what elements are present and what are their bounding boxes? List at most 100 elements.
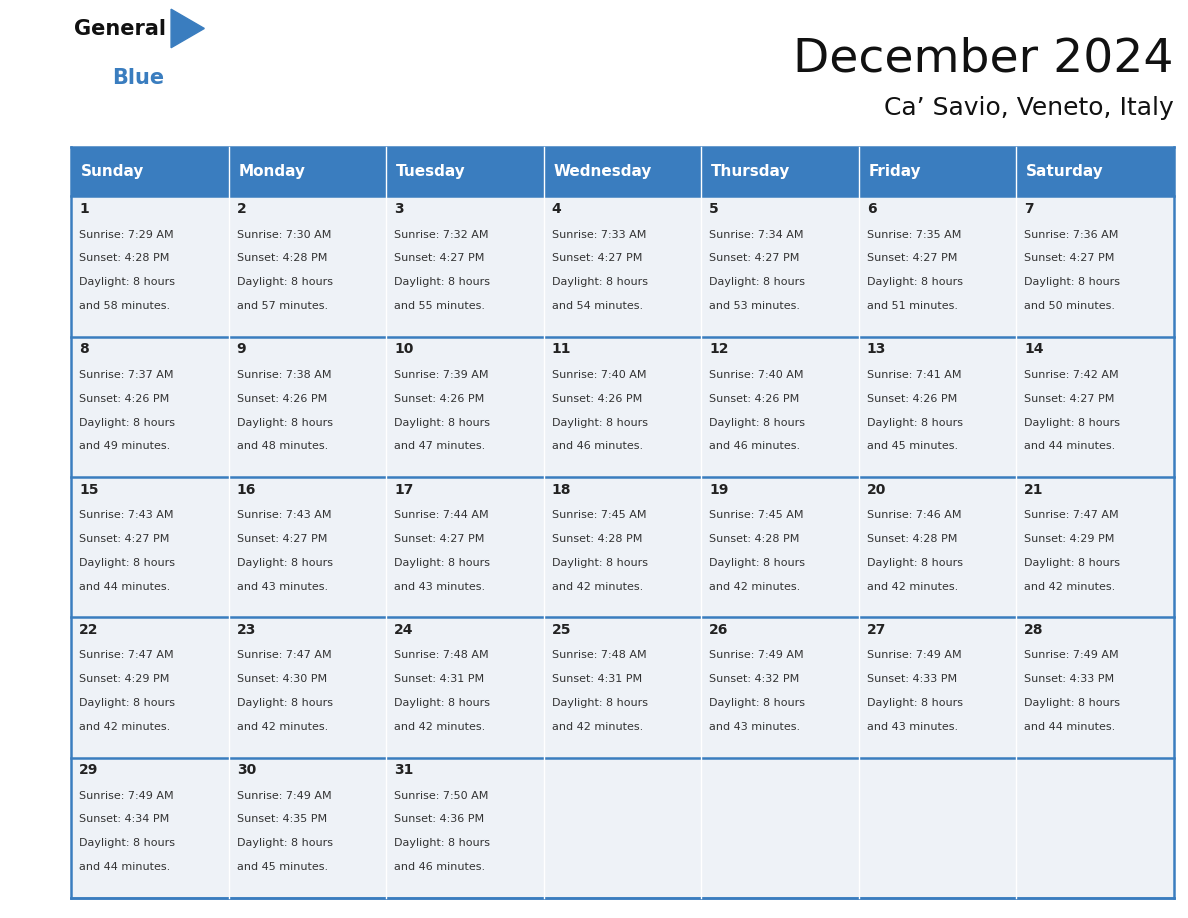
Text: Sunrise: 7:40 AM: Sunrise: 7:40 AM <box>551 370 646 380</box>
Text: and 46 minutes.: and 46 minutes. <box>394 862 485 872</box>
Text: 15: 15 <box>80 483 99 497</box>
Text: Sunset: 4:26 PM: Sunset: 4:26 PM <box>551 394 642 404</box>
Bar <box>1016 337 1174 477</box>
Bar <box>229 757 386 898</box>
Text: 22: 22 <box>80 622 99 637</box>
Bar <box>229 147 386 196</box>
Text: Daylight: 8 hours: Daylight: 8 hours <box>236 558 333 567</box>
Text: Sunrise: 7:40 AM: Sunrise: 7:40 AM <box>709 370 803 380</box>
Text: Daylight: 8 hours: Daylight: 8 hours <box>80 418 175 428</box>
Bar <box>859 757 1016 898</box>
Text: Daylight: 8 hours: Daylight: 8 hours <box>394 277 491 287</box>
Text: Daylight: 8 hours: Daylight: 8 hours <box>709 277 805 287</box>
Text: Ca’ Savio, Veneto, Italy: Ca’ Savio, Veneto, Italy <box>884 96 1174 120</box>
Text: Wednesday: Wednesday <box>554 164 651 179</box>
Text: Daylight: 8 hours: Daylight: 8 hours <box>866 277 962 287</box>
Text: Sunset: 4:26 PM: Sunset: 4:26 PM <box>80 394 170 404</box>
Bar <box>71 757 229 898</box>
Text: and 49 minutes.: and 49 minutes. <box>80 442 170 452</box>
Text: and 48 minutes.: and 48 minutes. <box>236 442 328 452</box>
Text: Daylight: 8 hours: Daylight: 8 hours <box>866 698 962 708</box>
Bar <box>859 147 1016 196</box>
Text: Sunset: 4:32 PM: Sunset: 4:32 PM <box>709 674 800 684</box>
Text: 11: 11 <box>551 342 571 356</box>
Text: and 54 minutes.: and 54 minutes. <box>551 301 643 311</box>
Bar <box>71 196 229 337</box>
Bar <box>229 337 386 477</box>
Text: and 44 minutes.: and 44 minutes. <box>80 862 170 872</box>
Text: Sunset: 4:27 PM: Sunset: 4:27 PM <box>709 253 800 263</box>
Text: 3: 3 <box>394 202 404 216</box>
Bar <box>71 617 229 757</box>
Bar <box>71 477 229 617</box>
Text: Daylight: 8 hours: Daylight: 8 hours <box>866 558 962 567</box>
Text: Sunrise: 7:49 AM: Sunrise: 7:49 AM <box>236 790 331 800</box>
Bar <box>386 147 544 196</box>
Text: Sunset: 4:28 PM: Sunset: 4:28 PM <box>236 253 327 263</box>
Bar <box>544 337 701 477</box>
Text: Sunrise: 7:29 AM: Sunrise: 7:29 AM <box>80 230 173 240</box>
Text: Sunset: 4:28 PM: Sunset: 4:28 PM <box>80 253 170 263</box>
Bar <box>701 196 859 337</box>
Text: 2: 2 <box>236 202 246 216</box>
Text: Sunrise: 7:42 AM: Sunrise: 7:42 AM <box>1024 370 1119 380</box>
Bar <box>229 477 386 617</box>
Text: and 58 minutes.: and 58 minutes. <box>80 301 170 311</box>
Text: Sunset: 4:29 PM: Sunset: 4:29 PM <box>1024 534 1114 543</box>
Bar <box>701 617 859 757</box>
Bar <box>544 477 701 617</box>
Bar <box>1016 147 1174 196</box>
Bar <box>71 337 229 477</box>
Text: Daylight: 8 hours: Daylight: 8 hours <box>394 418 491 428</box>
Text: and 44 minutes.: and 44 minutes. <box>80 582 170 591</box>
Text: Sunrise: 7:45 AM: Sunrise: 7:45 AM <box>551 510 646 520</box>
Text: 21: 21 <box>1024 483 1043 497</box>
Text: 27: 27 <box>866 622 886 637</box>
Text: Sunrise: 7:41 AM: Sunrise: 7:41 AM <box>866 370 961 380</box>
Text: Sunset: 4:33 PM: Sunset: 4:33 PM <box>866 674 956 684</box>
Text: 30: 30 <box>236 763 255 777</box>
Text: and 42 minutes.: and 42 minutes. <box>80 722 170 732</box>
Text: Sunrise: 7:49 AM: Sunrise: 7:49 AM <box>709 650 804 660</box>
Bar <box>386 757 544 898</box>
Text: and 55 minutes.: and 55 minutes. <box>394 301 485 311</box>
Text: Sunrise: 7:37 AM: Sunrise: 7:37 AM <box>80 370 173 380</box>
Text: Daylight: 8 hours: Daylight: 8 hours <box>866 418 962 428</box>
Text: 16: 16 <box>236 483 257 497</box>
Text: and 57 minutes.: and 57 minutes. <box>236 301 328 311</box>
Text: and 46 minutes.: and 46 minutes. <box>551 442 643 452</box>
Text: Sunrise: 7:48 AM: Sunrise: 7:48 AM <box>394 650 488 660</box>
Bar <box>386 617 544 757</box>
Bar <box>544 147 701 196</box>
Bar <box>859 477 1016 617</box>
Bar <box>859 337 1016 477</box>
Text: Daylight: 8 hours: Daylight: 8 hours <box>551 558 647 567</box>
Text: 4: 4 <box>551 202 562 216</box>
Text: Sunrise: 7:36 AM: Sunrise: 7:36 AM <box>1024 230 1118 240</box>
Text: Daylight: 8 hours: Daylight: 8 hours <box>80 698 175 708</box>
Text: Sunrise: 7:33 AM: Sunrise: 7:33 AM <box>551 230 646 240</box>
Text: Sunset: 4:27 PM: Sunset: 4:27 PM <box>394 253 485 263</box>
Text: 24: 24 <box>394 622 413 637</box>
Text: and 51 minutes.: and 51 minutes. <box>866 301 958 311</box>
Bar <box>1016 196 1174 337</box>
Text: and 53 minutes.: and 53 minutes. <box>709 301 801 311</box>
Text: 28: 28 <box>1024 622 1043 637</box>
Text: and 43 minutes.: and 43 minutes. <box>236 582 328 591</box>
Text: Daylight: 8 hours: Daylight: 8 hours <box>1024 277 1120 287</box>
Text: Sunset: 4:28 PM: Sunset: 4:28 PM <box>551 534 642 543</box>
Text: Daylight: 8 hours: Daylight: 8 hours <box>236 698 333 708</box>
Text: Friday: Friday <box>868 164 921 179</box>
Bar <box>229 617 386 757</box>
Text: Daylight: 8 hours: Daylight: 8 hours <box>709 698 805 708</box>
Text: and 42 minutes.: and 42 minutes. <box>551 722 643 732</box>
Bar <box>701 757 859 898</box>
Text: Monday: Monday <box>239 164 305 179</box>
Text: Thursday: Thursday <box>710 164 790 179</box>
Text: Daylight: 8 hours: Daylight: 8 hours <box>394 838 491 848</box>
Text: Daylight: 8 hours: Daylight: 8 hours <box>80 277 175 287</box>
Text: Sunrise: 7:39 AM: Sunrise: 7:39 AM <box>394 370 488 380</box>
Text: Sunrise: 7:44 AM: Sunrise: 7:44 AM <box>394 510 488 520</box>
Text: and 44 minutes.: and 44 minutes. <box>1024 442 1116 452</box>
Text: Daylight: 8 hours: Daylight: 8 hours <box>394 558 491 567</box>
